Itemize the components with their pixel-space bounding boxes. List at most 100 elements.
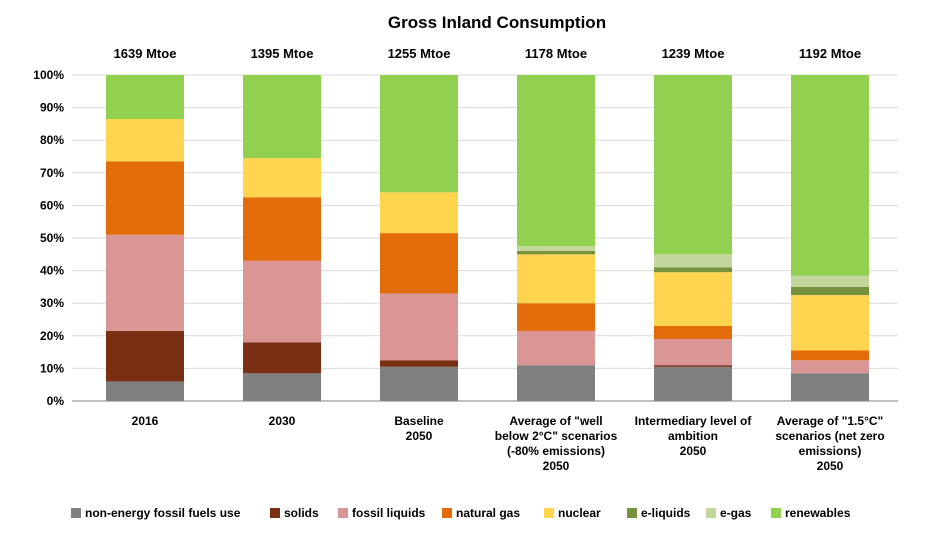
x-category-label: Baseline 2050 <box>394 414 444 443</box>
legend-item-e-liquids: e-liquids <box>627 506 691 520</box>
bar-segment-natural-gas <box>243 197 321 261</box>
legend-swatch <box>442 508 452 518</box>
y-axis-tick-labels: 0% 10% 20% 30% 40% 50% 60% 70% 80% 90% 100% <box>33 68 64 408</box>
bar-segment-natural-gas <box>517 303 595 331</box>
bar-stack <box>380 75 458 401</box>
legend-item-fossil-liquids: fossil liquids <box>338 506 426 520</box>
bar-segment-e-gas <box>791 275 869 287</box>
bar-stack <box>654 75 732 401</box>
bar-total-label: 1239 Mtoe <box>662 46 725 61</box>
legend-label: renewables <box>785 506 851 520</box>
bar-segment-non-energy-fossil-fuels-use <box>654 366 732 401</box>
y-tick-label: 80% <box>40 133 64 147</box>
bar-segment-natural-gas <box>380 233 458 294</box>
y-tick-label: 20% <box>40 329 64 343</box>
bar-segment-renewables <box>517 75 595 247</box>
legend-swatch <box>338 508 348 518</box>
legend-item-non-energy-fossil-fuels-use: non-energy fossil fuels use <box>71 506 241 520</box>
legend-swatch <box>771 508 781 518</box>
bar-segment-nuclear <box>243 158 321 198</box>
bar-segment-fossil-liquids <box>243 260 321 343</box>
y-tick-label: 70% <box>40 166 64 180</box>
bar-segment-nuclear <box>791 295 869 351</box>
x-category-label: 2016 <box>132 414 159 428</box>
legend: non-energy fossil fuels use solids fossil … <box>71 506 851 520</box>
legend-item-e-gas: e-gas <box>706 506 752 520</box>
x-axis-category-labels: 2016 2030 Baseline 2050 Average of "well belo… <box>132 414 885 473</box>
y-tick-label: 60% <box>40 198 64 212</box>
legend-label: e-gas <box>720 506 752 520</box>
bar-segment-e-gas <box>517 246 595 252</box>
bar-segment-fossil-liquids <box>517 330 595 366</box>
y-tick-label: 50% <box>40 231 64 245</box>
bar-segment-nuclear <box>654 272 732 327</box>
bar-segment-renewables <box>243 75 321 159</box>
bar-total-label: 1395 Mtoe <box>251 46 314 61</box>
bar-stack <box>106 75 184 401</box>
bar-segment-natural-gas <box>106 161 184 235</box>
legend-label: non-energy fossil fuels use <box>85 506 241 520</box>
bar-segment-solids <box>106 330 184 382</box>
bar-total-labels: 1639 Mtoe 1395 Mtoe 1255 Mtoe 1178 Mtoe 1239… <box>114 46 862 61</box>
bar-segment-e-gas <box>654 254 732 268</box>
bar-total-label: 1639 Mtoe <box>114 46 177 61</box>
y-tick-label: 0% <box>47 394 65 408</box>
bar-segment-nuclear <box>106 119 184 162</box>
legend-swatch <box>544 508 554 518</box>
legend-label: natural gas <box>456 506 520 520</box>
y-tick-label: 30% <box>40 296 64 310</box>
legend-label: nuclear <box>558 506 601 520</box>
legend-item-renewables: renewables <box>771 506 851 520</box>
legend-label: solids <box>284 506 319 520</box>
legend-label: fossil liquids <box>352 506 426 520</box>
legend-item-natural-gas: natural gas <box>442 506 520 520</box>
bar-segment-e-liquids <box>654 267 732 273</box>
bar-segment-non-energy-fossil-fuels-use <box>517 365 595 401</box>
legend-swatch <box>627 508 637 518</box>
bar-total-label: 1178 Mtoe <box>525 46 587 61</box>
bar-stack <box>791 75 869 401</box>
bar-segment-renewables <box>654 75 732 255</box>
bar-segment-nuclear <box>380 192 458 234</box>
bar-segment-renewables <box>380 75 458 193</box>
bar-segment-e-liquids <box>517 251 595 255</box>
bar-segment-non-energy-fossil-fuels-use <box>106 381 184 401</box>
bar-segment-renewables <box>791 75 869 276</box>
bar-segment-solids <box>380 360 458 367</box>
bar-segment-natural-gas <box>654 326 732 340</box>
bar-segment-solids <box>654 365 732 367</box>
stacked-bars <box>106 75 869 401</box>
gridlines <box>72 74 898 402</box>
bar-segment-renewables <box>106 75 184 120</box>
bar-segment-fossil-liquids <box>106 234 184 331</box>
x-category-label: Average of "well below 2°C" scenarios (-80… <box>495 414 618 473</box>
bar-total-label: 1255 Mtoe <box>388 46 451 61</box>
bar-segment-e-liquids <box>791 286 869 296</box>
legend-swatch <box>706 508 716 518</box>
y-tick-label: 10% <box>40 361 64 375</box>
y-tick-label: 40% <box>40 264 64 278</box>
bar-total-label: 1192 Mtoe <box>799 46 861 61</box>
bar-stack <box>243 75 321 401</box>
legend-swatch <box>270 508 280 518</box>
bar-segment-fossil-liquids <box>654 339 732 366</box>
bar-stack <box>517 75 595 401</box>
x-category-label: 2030 <box>269 414 296 428</box>
bar-segment-fossil-liquids <box>791 360 869 374</box>
legend-item-solids: solids <box>270 506 319 520</box>
bar-segment-nuclear <box>517 254 595 304</box>
chart-title: Gross Inland Consumption <box>388 13 606 32</box>
legend-label: e-liquids <box>641 506 691 520</box>
y-tick-label: 100% <box>33 68 64 82</box>
legend-swatch <box>71 508 81 518</box>
bar-segment-non-energy-fossil-fuels-use <box>243 373 321 401</box>
bar-segment-solids <box>243 342 321 374</box>
bar-segment-natural-gas <box>791 350 869 361</box>
bar-segment-fossil-liquids <box>380 293 458 361</box>
bar-segment-non-energy-fossil-fuels-use <box>791 373 869 401</box>
x-category-label: Average of "1.5°C" scenarios (net zero emi… <box>775 414 884 473</box>
x-category-label: Intermediary level of ambition 2050 <box>635 414 753 458</box>
legend-item-nuclear: nuclear <box>544 506 601 520</box>
y-tick-label: 90% <box>40 101 64 115</box>
